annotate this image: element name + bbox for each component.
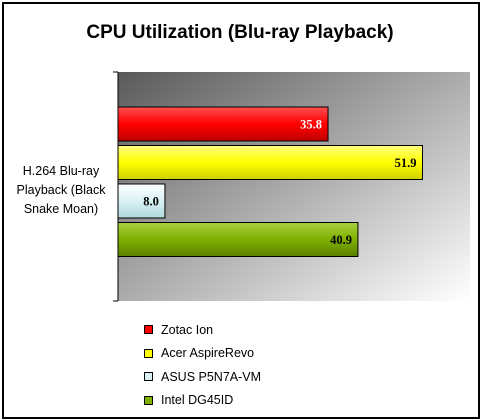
legend-item: ASUS P5N7A-VM — [144, 365, 261, 389]
bar-intel-dg45id — [117, 222, 359, 257]
legend-swatch — [144, 325, 153, 335]
legend-label: Intel DG45ID — [161, 393, 234, 408]
data-label: 8.0 — [143, 195, 159, 209]
legend-swatch — [144, 372, 153, 382]
legend-label: ASUS P5N7A-VM — [161, 369, 262, 384]
data-label: 40.9 — [330, 233, 352, 247]
chart-title: CPU Utilization (Blu-ray Playback) — [86, 22, 394, 43]
bar-acer-aspirerevo — [117, 145, 423, 180]
legend-item: Zotac Ion — [144, 318, 261, 342]
legend: Zotac Ion Acer AspireRevo ASUS P5N7A-VM … — [144, 318, 261, 412]
bar-zotac-ion — [117, 106, 329, 142]
legend-item: Intel DG45ID — [144, 389, 261, 413]
plot-area — [118, 72, 470, 301]
data-label: 51.9 — [395, 156, 417, 170]
legend-item: Acer AspireRevo — [144, 342, 261, 366]
legend-label: Acer AspireRevo — [161, 346, 255, 361]
legend-label: Zotac Ion — [161, 322, 214, 337]
legend-swatch — [144, 395, 153, 405]
data-label: 35.8 — [300, 118, 322, 132]
bar-asus-p5n7a-vm — [117, 183, 166, 219]
legend-swatch — [144, 348, 153, 358]
category-label: H.264 Blu-ray Playback (Black Snake Moan… — [16, 164, 106, 216]
